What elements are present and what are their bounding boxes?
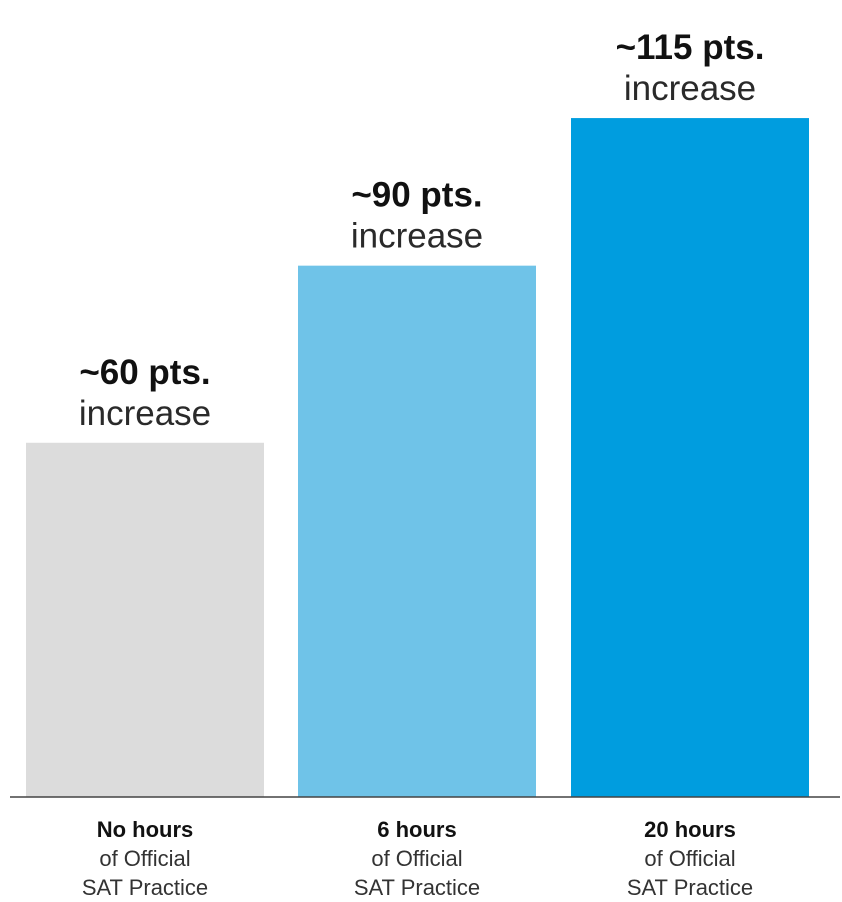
value-label-3: ~115 pts. (616, 28, 765, 67)
category-subline-1-2: SAT Practice (82, 875, 208, 900)
value-label-1: ~60 pts. (79, 353, 210, 392)
category-label-3: 20 hours (644, 817, 736, 842)
category-subline-2-1: of Official (371, 846, 462, 871)
value-sublabel-1: increase (79, 394, 211, 433)
bar-3 (571, 118, 809, 797)
value-sublabel-3: increase (624, 69, 756, 108)
value-label-2: ~90 pts. (351, 176, 482, 215)
value-sublabel-2: increase (351, 217, 483, 256)
category-subline-1-1: of Official (99, 846, 190, 871)
category-label-1: No hours (97, 817, 194, 842)
category-label-2: 6 hours (377, 817, 456, 842)
category-subline-3-1: of Official (644, 846, 735, 871)
bar-2 (298, 265, 536, 798)
category-subline-2-2: SAT Practice (354, 875, 480, 900)
category-subline-3-2: SAT Practice (627, 875, 753, 900)
bar-1 (26, 442, 264, 797)
